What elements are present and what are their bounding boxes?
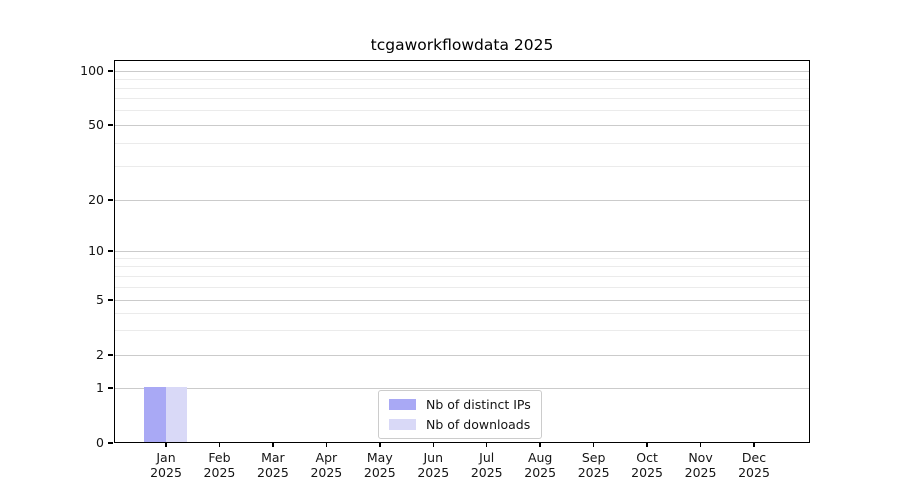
x-tick-year: 2025 bbox=[257, 465, 289, 480]
y-tick-label: 2 bbox=[96, 347, 104, 362]
x-tick-year: 2025 bbox=[150, 465, 182, 480]
y-tick-mark bbox=[108, 299, 113, 301]
y-tick-label: 10 bbox=[88, 243, 104, 258]
x-tick-label: Mar 2025 bbox=[241, 450, 305, 480]
minor-gridline bbox=[115, 87, 809, 89]
legend-row: Nb of downloads bbox=[389, 417, 531, 432]
x-tick-label: Aug 2025 bbox=[508, 450, 572, 480]
x-tick-mark bbox=[218, 443, 221, 447]
x-tick-label: Sep 2025 bbox=[562, 450, 626, 480]
x-tick-month: Oct bbox=[636, 450, 658, 465]
x-tick-mark bbox=[592, 443, 595, 447]
major-gridline bbox=[115, 199, 809, 201]
x-tick-month: Jul bbox=[479, 450, 495, 465]
y-tick-label: 100 bbox=[80, 63, 104, 78]
bar-downloads bbox=[165, 387, 187, 442]
x-tick-mark bbox=[699, 443, 702, 447]
minor-gridline bbox=[115, 275, 809, 277]
x-tick-month: Feb bbox=[208, 450, 231, 465]
x-tick-label: Oct 2025 bbox=[615, 450, 679, 480]
x-tick-year: 2025 bbox=[310, 465, 343, 480]
x-tick-label: Apr 2025 bbox=[294, 450, 358, 480]
legend-row: Nb of distinct IPs bbox=[389, 397, 531, 412]
minor-gridline bbox=[115, 266, 809, 268]
legend-swatch bbox=[389, 399, 416, 410]
y-tick-mark bbox=[108, 354, 113, 356]
y-tick-mark bbox=[108, 199, 113, 201]
x-tick-year: 2025 bbox=[417, 465, 450, 480]
x-tick-mark bbox=[753, 443, 755, 447]
major-gridline bbox=[115, 387, 809, 389]
major-gridline bbox=[115, 299, 809, 301]
legend-label: Nb of distinct IPs bbox=[426, 397, 531, 412]
legend-label: Nb of downloads bbox=[426, 417, 531, 432]
x-tick-label: Nov 2025 bbox=[669, 450, 733, 480]
x-tick-year: 2025 bbox=[203, 465, 236, 480]
x-tick-month: Dec bbox=[741, 450, 767, 465]
x-tick-label: Feb 2025 bbox=[187, 450, 251, 480]
x-tick-year: 2025 bbox=[738, 465, 770, 480]
minor-gridline bbox=[115, 286, 809, 288]
minor-gridline bbox=[115, 98, 809, 100]
major-gridline bbox=[115, 70, 809, 72]
x-tick-month: May bbox=[366, 450, 393, 465]
y-tick-label: 1 bbox=[96, 380, 104, 395]
x-tick-year: 2025 bbox=[470, 465, 503, 480]
x-tick-month: Nov bbox=[688, 450, 713, 465]
y-tick-mark bbox=[108, 387, 113, 389]
y-tick-label: 0 bbox=[96, 435, 104, 450]
y-tick-label: 20 bbox=[88, 192, 104, 207]
minor-gridline bbox=[115, 78, 809, 80]
minor-gridline bbox=[115, 166, 809, 168]
x-tick-year: 2025 bbox=[577, 465, 610, 480]
legend: Nb of distinct IPs Nb of downloads bbox=[378, 390, 542, 439]
x-tick-mark bbox=[539, 443, 541, 447]
x-tick-label: Dec 2025 bbox=[722, 450, 786, 480]
x-tick-month: Aug bbox=[527, 450, 553, 465]
y-tick-mark bbox=[108, 124, 113, 126]
x-tick-month: Jan bbox=[156, 450, 176, 465]
y-tick-label: 5 bbox=[96, 292, 104, 307]
x-tick-mark bbox=[165, 443, 167, 447]
x-tick-mark bbox=[325, 443, 328, 447]
x-tick-year: 2025 bbox=[684, 465, 717, 480]
y-tick-mark bbox=[108, 250, 113, 252]
x-tick-mark bbox=[646, 443, 648, 447]
y-tick-mark bbox=[108, 70, 113, 72]
x-tick-label: May 2025 bbox=[348, 450, 412, 480]
minor-gridline bbox=[115, 330, 809, 332]
x-tick-month: Jun bbox=[423, 450, 444, 465]
x-tick-mark bbox=[379, 443, 381, 447]
x-tick-month: Sep bbox=[581, 450, 606, 465]
minor-gridline bbox=[115, 110, 809, 112]
x-tick-mark bbox=[432, 443, 435, 447]
minor-gridline bbox=[115, 257, 809, 259]
minor-gridline bbox=[115, 142, 809, 144]
x-tick-label: Jun 2025 bbox=[401, 450, 465, 480]
x-tick-label: Jul 2025 bbox=[455, 450, 519, 480]
x-tick-label: Jan 2025 bbox=[134, 450, 198, 480]
y-tick-label: 50 bbox=[88, 117, 104, 132]
x-tick-mark bbox=[272, 443, 274, 447]
y-tick-mark bbox=[108, 442, 113, 444]
legend-swatch bbox=[389, 419, 416, 430]
x-tick-year: 2025 bbox=[363, 465, 396, 480]
x-tick-month: Apr bbox=[315, 450, 338, 465]
bar-distinct-ips bbox=[144, 387, 166, 442]
chart-title: tcgaworkflowdata 2025 bbox=[370, 36, 554, 54]
minor-gridline bbox=[115, 312, 809, 314]
plot-area bbox=[114, 60, 810, 443]
x-tick-year: 2025 bbox=[524, 465, 557, 480]
major-gridline bbox=[115, 124, 809, 126]
major-gridline bbox=[115, 250, 809, 252]
major-gridline bbox=[115, 354, 809, 356]
x-tick-month: Mar bbox=[261, 450, 285, 465]
x-tick-year: 2025 bbox=[631, 465, 663, 480]
x-tick-mark bbox=[485, 443, 488, 447]
